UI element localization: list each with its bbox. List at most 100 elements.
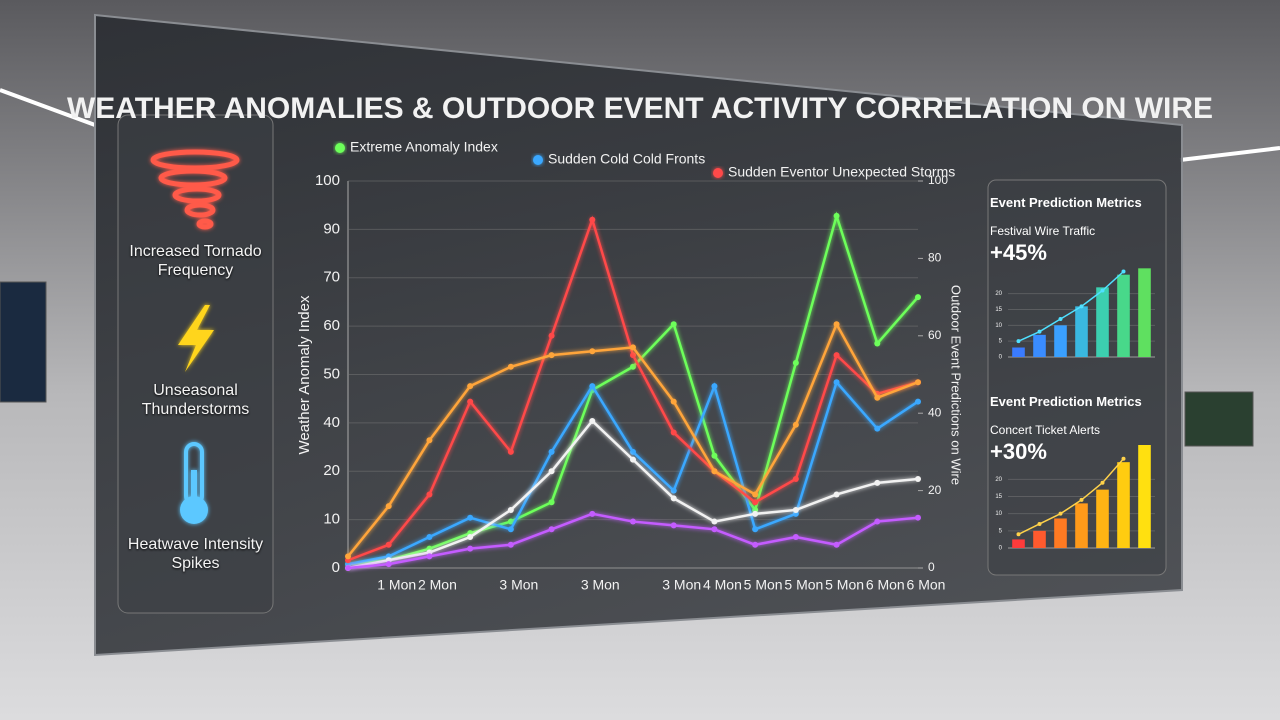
data-point [467,545,474,552]
bar [1117,462,1130,548]
y2-tick-label: 0 [928,560,935,574]
data-point [385,561,392,568]
x-tick-label: 5 Mon [744,577,783,593]
bar [1012,347,1025,357]
card-heading: Event Prediction Metrics [990,195,1142,210]
data-point [630,352,636,359]
metric-card: Event Prediction Metrics Festival Wire T… [990,195,1160,266]
tornado-icon [150,149,240,230]
y2-tick-label: 20 [928,483,942,497]
data-point [752,541,759,548]
trend-point [1100,480,1105,485]
y-tick-label: 15 [995,307,1002,313]
bar [1054,518,1067,548]
data-point [670,495,677,502]
trend-point [1079,497,1084,502]
trend-point [1121,269,1126,274]
data-point [792,506,799,513]
x-tick-label: 3 Mon [662,577,701,593]
legend-swatch [335,143,345,153]
data-point [426,553,433,560]
data-point [670,398,677,405]
data-point [630,344,636,351]
data-point [630,448,636,455]
x-tick-label: 5 Mon [784,577,823,593]
y-tick-label: 100 [315,172,340,189]
x-tick-label: 3 Mon [581,577,620,593]
trend-point [1037,329,1042,334]
data-point [915,379,921,386]
y-tick-label: 60 [323,317,340,334]
trend-line [1018,458,1125,535]
data-point [833,212,840,219]
data-point [833,321,840,328]
trend-point [1121,456,1126,461]
data-point [752,499,759,506]
y2-tick-label: 40 [928,405,942,419]
y-tick-label: 40 [323,414,340,431]
data-point [833,379,840,386]
data-point [915,514,921,521]
data-point [711,468,718,475]
y-tick-label: 10 [995,511,1002,517]
y2-tick-label: 80 [928,251,942,265]
y-tick-label: 70 [323,269,340,286]
card-change: +30% [990,439,1047,464]
data-point [589,417,596,424]
data-point [507,526,514,533]
data-point [670,487,677,494]
left-item-label: Increased Tornado Frequency [129,243,262,279]
legend-swatch [533,155,543,165]
bar [1138,268,1151,357]
data-point [385,541,392,548]
data-point [792,421,799,428]
y-tick-label: 20 [995,291,1002,297]
left-panel [117,114,274,614]
data-point [507,541,514,548]
y-tick-label: 90 [323,220,340,237]
card-heading: Event Prediction Metrics [990,394,1142,409]
data-point [752,510,759,517]
bar [1117,274,1130,357]
data-point [548,499,555,506]
legend-label: Sudden Eventor Unexpected Storms [728,164,955,180]
data-point [792,475,799,482]
data-point [874,340,881,347]
background-monitor [0,281,47,403]
data-point [711,526,718,533]
data-point [792,359,799,366]
x-tick-label: 5 Mon [825,577,864,593]
ceiling-light [0,88,96,127]
y-tick-label: 0 [332,559,340,576]
y-tick-label: 50 [323,365,340,382]
y-tick-label: 0 [999,355,1003,361]
data-point [426,491,433,498]
data-point [548,332,555,339]
data-point [833,352,840,359]
left-item-label: Unseasonal Thunderstorms [141,382,250,418]
y-tick-label: 10 [323,511,340,528]
y-tick-label: 5 [999,528,1003,534]
y-axis-label: Weather Anomaly Index [296,295,313,454]
legend-label: Extreme Anomaly Index [350,139,498,155]
x-tick-label: 3 Mon [499,577,538,593]
data-point [711,518,718,525]
data-point [915,294,921,301]
data-point [915,475,921,482]
y2-tick-label: 100 [928,173,948,187]
data-point [345,553,351,560]
legend-label: Sudden Cold Cold Fronts [548,151,705,167]
bar [1075,306,1088,357]
trend-point [1079,304,1084,309]
data-point [507,448,514,455]
data-point [630,456,636,463]
card-change: +45% [990,240,1047,265]
data-point [874,479,881,486]
bar [1075,503,1088,548]
x-tick-label: 6 Mon [866,577,905,593]
left-item-label: Heatwave Intensity Spikes [127,536,264,572]
lightning-icon [178,305,214,372]
data-point [874,425,881,432]
trend-point [1037,521,1042,526]
ceiling-light [1179,146,1280,162]
